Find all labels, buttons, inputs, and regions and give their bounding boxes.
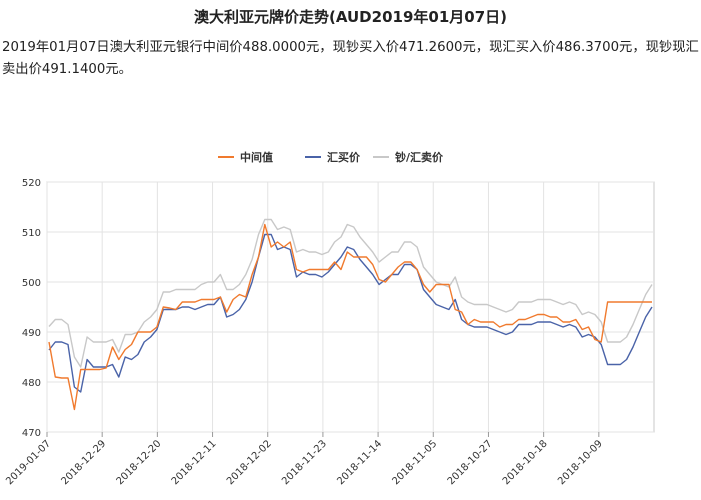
x-tick-label: 2018-10-18 bbox=[501, 438, 550, 487]
page-title: 澳大利亚元牌价走势(AUD2019年01月07日) bbox=[194, 8, 507, 26]
y-tick-label: 480 bbox=[22, 378, 41, 389]
x-tick-label: 2018-12-20 bbox=[115, 438, 164, 487]
series-line-0 bbox=[48, 223, 652, 411]
y-tick-label: 520 bbox=[22, 178, 41, 189]
x-tick-label: 2018-10-09 bbox=[556, 438, 605, 487]
y-tick-label: 510 bbox=[22, 228, 41, 239]
series-lines bbox=[48, 218, 653, 411]
series-line-2 bbox=[48, 218, 653, 368]
y-tick-label: 500 bbox=[22, 278, 41, 289]
x-tick-label: 2019-01-07 bbox=[4, 438, 53, 487]
legend-label-2: 钞/汇卖价 bbox=[395, 150, 444, 164]
x-tick-label: 2018-12-29 bbox=[59, 438, 108, 487]
chart-legend: 中间值 汇买价 钞/汇卖价 bbox=[218, 150, 444, 164]
series-line-1 bbox=[48, 233, 653, 393]
y-axis-ticks: 520 510 500 490 480 470 bbox=[22, 178, 41, 439]
y-tick-label: 490 bbox=[22, 328, 41, 339]
rate-description: 2019年01月07日澳大利亚元银行中间价488.0000元，现钞买入价471.… bbox=[2, 40, 699, 77]
legend-label-0: 中间值 bbox=[240, 150, 273, 164]
x-tick-label: 2018-12-02 bbox=[225, 438, 274, 487]
x-tick-label: 2018-11-23 bbox=[280, 438, 329, 487]
chart-grid bbox=[46, 181, 655, 437]
x-axis-ticks: 2019-01-07 2018-12-29 2018-12-20 2018-12-11… bbox=[4, 438, 605, 487]
legend-label-1: 汇买价 bbox=[327, 151, 361, 164]
x-tick-label: 2018-11-05 bbox=[391, 438, 440, 487]
x-tick-label: 2018-12-11 bbox=[170, 438, 219, 487]
x-tick-label: 2018-10-27 bbox=[446, 438, 495, 487]
x-tick-label: 2018-11-14 bbox=[335, 438, 384, 487]
y-tick-label: 470 bbox=[22, 428, 41, 439]
plot-border bbox=[46, 181, 655, 433]
